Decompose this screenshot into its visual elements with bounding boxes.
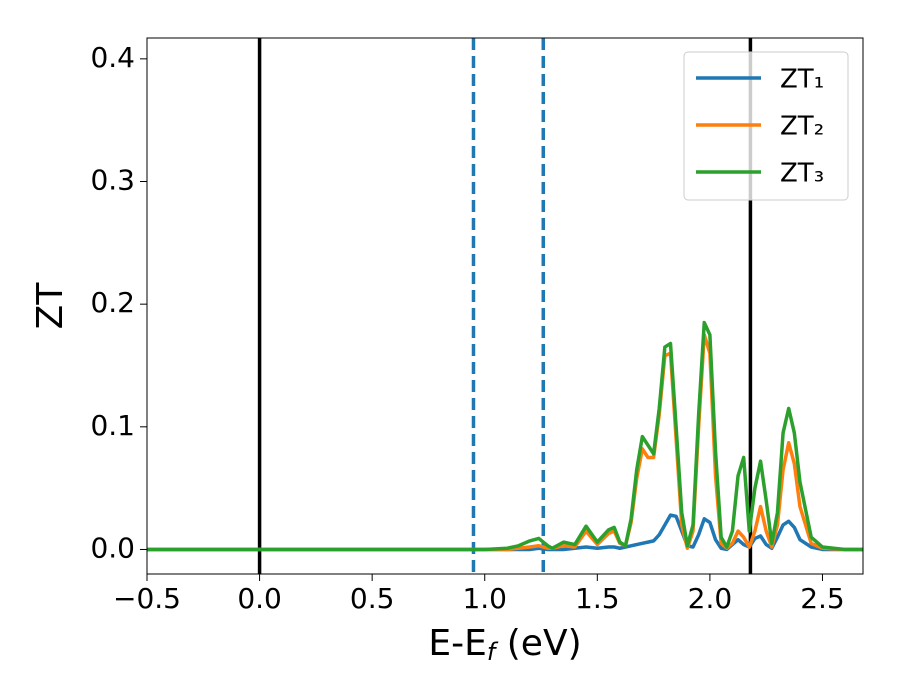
y-tick-label: 0.0 bbox=[90, 531, 135, 564]
plot-area bbox=[147, 38, 863, 574]
x-axis-label: E-Ef (eV) bbox=[428, 623, 581, 666]
series-line bbox=[147, 320, 863, 552]
y-axis-label: ZT bbox=[30, 282, 71, 330]
legend: ZT₁ ZT₂ ZT₃ bbox=[683, 51, 849, 201]
y-tick-label: 0.1 bbox=[90, 409, 135, 442]
x-tick-label: 1.5 bbox=[575, 582, 620, 615]
y-tick-label: 0.3 bbox=[90, 164, 135, 197]
x-tick-label: 2.5 bbox=[800, 582, 845, 615]
y-tick-label: 0.4 bbox=[90, 41, 135, 74]
legend-label: ZT₃ bbox=[780, 159, 824, 189]
x-label-main: E-E bbox=[428, 623, 486, 664]
x-tick-label: −0.5 bbox=[113, 582, 181, 615]
x-label-rest: (eV) bbox=[495, 623, 581, 664]
plot-frame bbox=[146, 37, 864, 575]
series-line bbox=[147, 333, 863, 552]
x-tick-label: 1.0 bbox=[462, 582, 507, 615]
x-tick-label: 0.5 bbox=[350, 582, 395, 615]
x-tick-label: 0.0 bbox=[237, 582, 282, 615]
x-tick-label: 2.0 bbox=[688, 582, 733, 615]
y-tick-label: 0.2 bbox=[90, 286, 135, 319]
legend-label: ZT₂ bbox=[780, 112, 824, 142]
legend-box bbox=[683, 51, 849, 201]
legend-label: ZT₁ bbox=[780, 65, 824, 95]
